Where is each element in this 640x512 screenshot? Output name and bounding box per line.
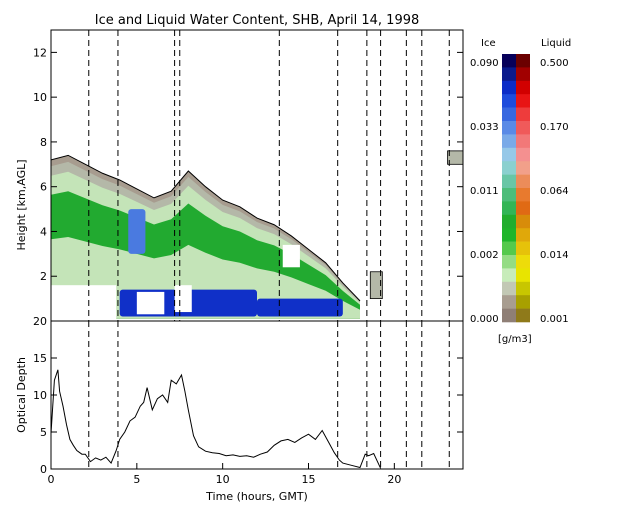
- height-tick-label: 4: [40, 225, 47, 238]
- colorbar-liquid-swatch: [516, 295, 530, 309]
- clear-air-patch: [174, 285, 192, 313]
- colorbar-ice-swatch: [502, 228, 516, 242]
- time-tick-label: 20: [387, 473, 401, 486]
- colorbar-liquid-swatch: [516, 147, 530, 162]
- chart-title: Ice and Liquid Water Content, SHB, April…: [95, 13, 420, 28]
- optical-depth-tick-label: 5: [40, 426, 47, 439]
- dashed-time-markers: [88, 30, 450, 321]
- colorbar-liquid-swatch: [516, 188, 530, 202]
- clear-air-patch: [282, 244, 300, 268]
- dashed-time-markers-bottom: [88, 321, 450, 469]
- colorbar-ice-swatch: [502, 134, 516, 149]
- height-axis-label: Height [km,AGL]: [15, 159, 28, 250]
- colorbar-liquid-swatch: [516, 54, 530, 68]
- height-axis-ticks: 2 4 6 8 10 12: [33, 46, 463, 283]
- height-tick-label: 10: [33, 91, 47, 104]
- colorbar-ice-swatch: [502, 121, 516, 135]
- colorbar-ice-swatch: [502, 268, 516, 283]
- colorbar-ice-swatch: [502, 174, 516, 189]
- optical-depth-panel: 0 5 10 15 20 0 5 10 15 20 Optical Depth Time (ho…: [15, 315, 464, 503]
- colorbar-liquid-label: 0.500: [540, 58, 569, 69]
- colorbar-ice-label: 0.090: [470, 58, 499, 69]
- colorbar-liquid-swatch: [516, 201, 530, 216]
- colorbar-liquid-swatch: [516, 228, 530, 242]
- optical-depth-tick-label: 20: [33, 315, 47, 328]
- time-tick-label: 10: [216, 473, 230, 486]
- colorbar-ice-swatch: [502, 295, 516, 309]
- colorbar-liquid-swatch: [516, 67, 530, 82]
- colorbar-liquid-labels: 0.500 0.170 0.064 0.014 0.001: [540, 58, 569, 325]
- clear-air-patch: [51, 285, 117, 321]
- colorbar-ice-swatch: [502, 107, 516, 122]
- colorbar-liquid-header: Liquid: [541, 38, 571, 49]
- bottom-plot-frame: [50, 320, 464, 470]
- colorbar: Ice Liquid 0.090 0.033 0.011 0.002 0.000 0.5…: [470, 38, 571, 345]
- colorbar-ice-swatch: [502, 94, 516, 108]
- colorbar-ice-swatch: [502, 67, 516, 82]
- colorbar-liquid-swatch: [516, 308, 530, 323]
- isolated-cloud-cell: [369, 271, 383, 300]
- colorbar-liquid-swatch: [516, 80, 530, 95]
- colorbar-liquid-swatch: [516, 214, 530, 229]
- colorbar-ice-swatch: [502, 308, 516, 323]
- colorbar-ice-swatch: [502, 255, 516, 269]
- colorbar-liquid-swatches: [516, 54, 530, 323]
- time-axis-ticks: 0 5 10 15 20: [48, 463, 401, 486]
- colorbar-ice-swatch: [502, 147, 516, 162]
- optical-depth-tick-label: 0: [40, 463, 47, 476]
- ice-core-region: [257, 298, 343, 317]
- colorbar-liquid-label: 0.014: [540, 250, 569, 261]
- cloud-field: [51, 150, 463, 321]
- height-tick-label: 6: [40, 181, 47, 194]
- colorbar-ice-label: 0.002: [470, 250, 499, 261]
- colorbar-liquid-swatch: [516, 174, 530, 189]
- colorbar-ice-labels: 0.090 0.033 0.011 0.002 0.000: [470, 58, 499, 325]
- colorbar-liquid-label: 0.001: [540, 314, 569, 325]
- colorbar-ice-header: Ice: [481, 38, 496, 49]
- colorbar-ice-label: 0.033: [470, 122, 499, 133]
- colorbar-ice-swatches: [502, 54, 516, 323]
- height-tick-label: 8: [40, 136, 47, 149]
- colorbar-liquid-swatch: [516, 268, 530, 283]
- colorbar-liquid-swatch: [516, 241, 530, 256]
- ice-core-region: [128, 209, 146, 254]
- colorbar-unit: [g/m3]: [498, 334, 532, 345]
- time-tick-label: 15: [302, 473, 316, 486]
- clear-air-patch: [136, 291, 165, 315]
- colorbar-liquid-label: 0.170: [540, 122, 569, 133]
- isolated-cloud-cell: [447, 150, 463, 165]
- ice-liquid-panel: 2 4 6 8 10 12 Height [km,AGL]: [15, 29, 464, 322]
- optical-depth-series-line: [51, 369, 382, 469]
- height-tick-label: 2: [40, 270, 47, 283]
- time-tick-label: 5: [133, 473, 140, 486]
- optical-depth-tick-label: 15: [33, 352, 47, 365]
- colorbar-liquid-swatch: [516, 107, 530, 122]
- colorbar-liquid-swatch: [516, 94, 530, 108]
- colorbar-ice-swatch: [502, 281, 516, 296]
- colorbar-liquid-label: 0.064: [540, 186, 569, 197]
- colorbar-liquid-swatch: [516, 281, 530, 296]
- colorbar-ice-swatch: [502, 201, 516, 216]
- colorbar-ice-swatch: [502, 241, 516, 256]
- height-tick-label: 12: [33, 46, 47, 59]
- colorbar-ice-label: 0.011: [470, 186, 499, 197]
- time-tick-label: 0: [48, 473, 55, 486]
- optical-depth-tick-label: 10: [33, 389, 47, 402]
- colorbar-liquid-swatch: [516, 255, 530, 269]
- optical-depth-axis-ticks: 0 5 10 15 20: [33, 315, 463, 476]
- optical-depth-axis-label: Optical Depth: [15, 357, 28, 433]
- colorbar-ice-swatch: [502, 54, 516, 68]
- cloud-top-outline: [51, 154, 361, 302]
- colorbar-liquid-swatch: [516, 121, 530, 135]
- colorbar-ice-swatch: [502, 80, 516, 95]
- colorbar-ice-swatch: [502, 161, 516, 175]
- time-axis-label: Time (hours, GMT): [205, 490, 308, 503]
- colorbar-ice-swatch: [502, 188, 516, 202]
- colorbar-ice-label: 0.000: [470, 314, 499, 325]
- colorbar-ice-swatch: [502, 214, 516, 229]
- colorbar-liquid-swatch: [516, 161, 530, 175]
- colorbar-liquid-swatch: [516, 134, 530, 149]
